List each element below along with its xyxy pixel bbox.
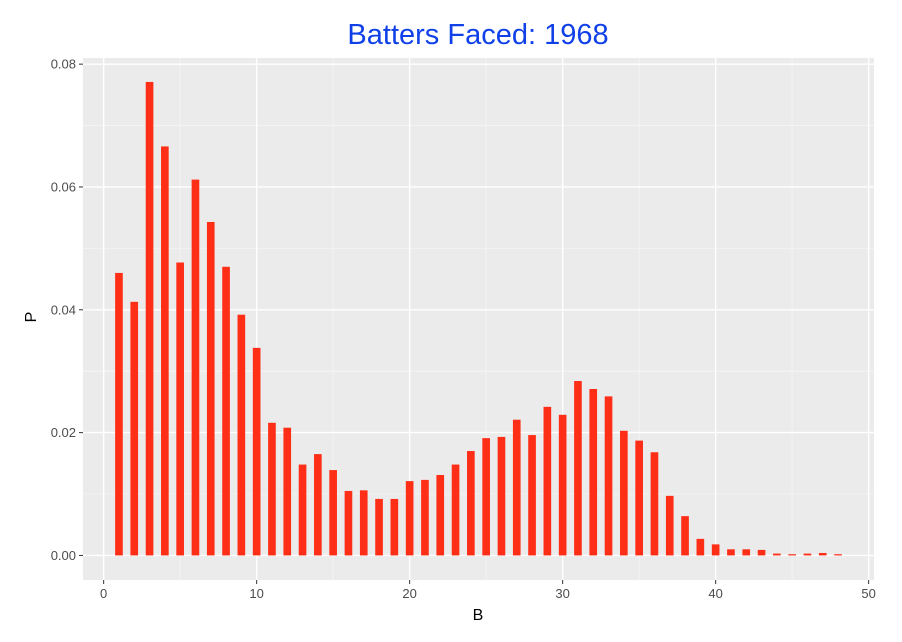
y-tick-label: 0.06	[51, 179, 76, 194]
bar-15	[329, 470, 337, 556]
plot-area: 0 10 20 30 40 50 0.00 0.02 0.04 0.06 0.08	[51, 57, 876, 601]
bar-47	[818, 552, 827, 556]
x-tick-label: 0	[100, 586, 107, 601]
bar-23	[451, 464, 460, 556]
bar-2	[130, 301, 139, 556]
bar-35	[635, 440, 643, 556]
bar-21	[421, 479, 429, 556]
bar-12	[283, 427, 292, 556]
x-tick-label: 40	[708, 586, 722, 601]
bar-36	[650, 452, 659, 556]
bar-13	[298, 464, 307, 556]
y-tick-label: 0.08	[51, 57, 76, 72]
bar-1	[115, 272, 123, 556]
bar-30	[558, 414, 567, 556]
x-tick-label: 30	[555, 586, 569, 601]
x-axis-title: B	[473, 607, 484, 624]
plot-panel	[83, 58, 874, 580]
bar-7	[206, 221, 215, 556]
bar-11	[268, 422, 276, 556]
bar-38	[681, 516, 689, 556]
bar-16	[344, 490, 353, 556]
bar-46	[803, 553, 812, 556]
bar-40	[711, 544, 720, 556]
bar-48	[834, 554, 842, 556]
bar-37	[665, 495, 674, 556]
x-tick-label: 50	[861, 586, 875, 601]
y-tick-label: 0.00	[51, 548, 76, 563]
bar-43	[757, 549, 766, 556]
bar-27	[512, 419, 521, 556]
bar-8	[222, 266, 230, 556]
bar-22	[436, 474, 445, 556]
bar-24	[467, 451, 475, 556]
y-tick-label: 0.04	[51, 302, 76, 317]
bar-28	[528, 435, 536, 556]
bar-45	[788, 554, 796, 556]
bar-41	[727, 549, 735, 556]
bar-39	[696, 538, 705, 556]
bar-10	[252, 347, 261, 556]
bar-17	[359, 490, 368, 556]
bar-44	[773, 553, 781, 556]
bar-18	[375, 498, 383, 556]
x-tick-label: 10	[249, 586, 263, 601]
y-axis-title: P	[23, 312, 40, 323]
chart-title: Batters Faced: 1968	[347, 19, 608, 51]
bar-4	[161, 146, 169, 556]
bar-31	[574, 381, 582, 556]
bar-33	[604, 396, 613, 556]
bar-25	[482, 438, 490, 556]
bar-3	[145, 81, 154, 556]
bar-34	[620, 430, 628, 556]
bar-32	[589, 389, 598, 556]
bar-20	[405, 481, 414, 556]
y-tick-label: 0.02	[51, 425, 76, 440]
bar-29	[543, 406, 552, 556]
bar-5	[176, 262, 184, 556]
bar-19	[390, 498, 399, 556]
x-tick-label: 20	[402, 586, 416, 601]
bar-42	[742, 549, 751, 556]
bar-14	[314, 454, 322, 556]
bar-26	[497, 436, 506, 556]
bar-9	[237, 314, 246, 556]
bar-6	[191, 179, 200, 556]
